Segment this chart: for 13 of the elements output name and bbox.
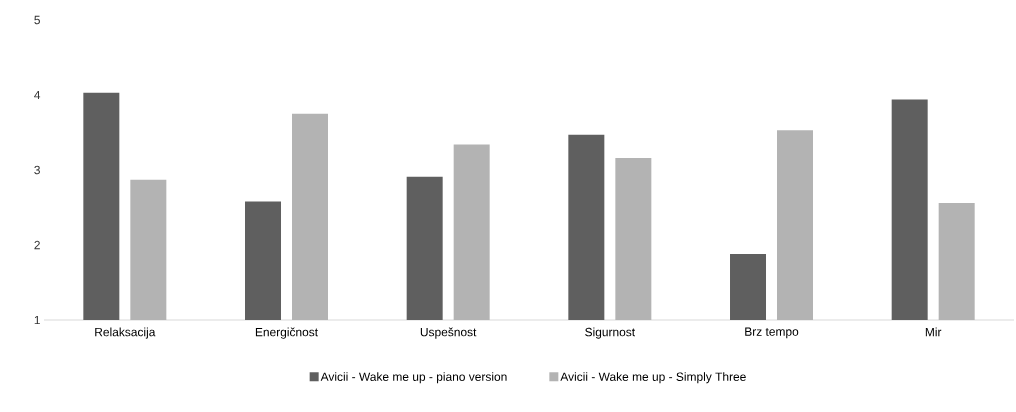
x-tick-label: Relaksacija bbox=[95, 327, 156, 339]
y-tick-label: 3 bbox=[34, 165, 40, 175]
y-tick-label: 4 bbox=[34, 90, 41, 100]
x-tick-label: Sigurnost bbox=[585, 327, 635, 339]
y-tick-label: 1 bbox=[34, 315, 40, 325]
x-tick-label: Brz tempo bbox=[745, 327, 799, 339]
y-tick-label: 5 bbox=[34, 15, 40, 25]
x-tick-label: Energičnost bbox=[255, 327, 318, 339]
legend-label: Avicii - Wake me up - piano version bbox=[320, 372, 507, 384]
legend-label: Avicii - Wake me up - Simply Three bbox=[560, 372, 746, 384]
x-tick-label: Mir bbox=[925, 327, 942, 337]
y-tick-label: 2 bbox=[34, 240, 40, 250]
x-tick-label: Uspešnost bbox=[420, 327, 477, 339]
